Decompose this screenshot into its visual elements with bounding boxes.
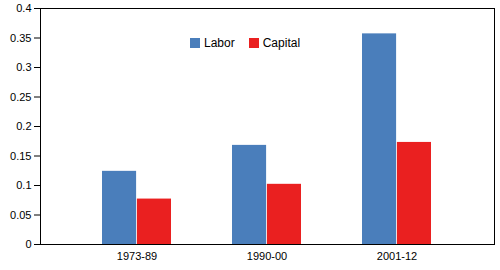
svg-text:0: 0 [25,238,31,250]
svg-text:0.15: 0.15 [10,150,31,162]
svg-text:0.25: 0.25 [10,91,31,103]
svg-text:0.05: 0.05 [10,209,31,221]
svg-text:1973-89: 1973-89 [117,250,157,262]
html-text:Capital: Capital [262,36,301,50]
svg-text:0.4: 0.4 [16,2,31,14]
html-text:Labor: Labor [204,36,235,50]
svg-text:2001-12: 2001-12 [377,250,417,262]
svg-text:1990-00: 1990-00 [247,250,287,262]
svg-text:0.1: 0.1 [16,179,31,191]
svg-text:0.3: 0.3 [16,61,31,73]
svg-text:0.35: 0.35 [10,32,31,44]
svg-text:0.2: 0.2 [16,120,31,132]
